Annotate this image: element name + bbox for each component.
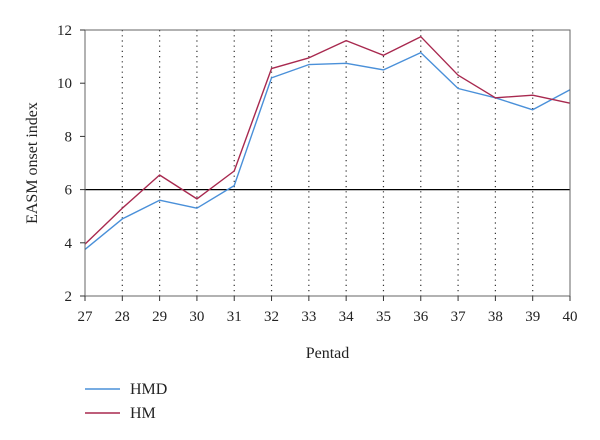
y-tick-label-6: 6 — [65, 183, 73, 199]
y-axis-title: EASM onset index — [24, 102, 41, 224]
x-tick-label-30: 30 — [189, 309, 204, 325]
x-tick-label-39: 39 — [525, 309, 540, 325]
x-tick-label-34: 34 — [339, 309, 355, 325]
x-tick-label-28: 28 — [115, 309, 130, 325]
y-axis-ticks: 2 4 6 8 10 12 — [57, 23, 85, 305]
x-tick-label-35: 35 — [376, 309, 391, 325]
series-line-hm — [84, 36, 571, 245]
legend: HMD HM — [85, 381, 167, 422]
y-tick-label-10: 10 — [57, 76, 72, 92]
x-tick-label-29: 29 — [152, 309, 167, 325]
legend-label-hmd: HMD — [130, 381, 167, 398]
y-tick-label-2: 2 — [65, 289, 73, 305]
y-tick-label-4: 4 — [65, 236, 73, 252]
x-tick-label-40: 40 — [563, 309, 578, 325]
y-tick-label-12: 12 — [57, 23, 72, 39]
legend-label-hm: HM — [130, 405, 156, 422]
x-axis-title: Pentad — [306, 345, 350, 362]
x-tick-label-36: 36 — [413, 309, 429, 325]
y-tick-label-8: 8 — [65, 129, 73, 145]
series-layer — [84, 36, 571, 250]
plot-frame — [84, 29, 571, 297]
x-tick-label-38: 38 — [488, 309, 503, 325]
x-tick-label-32: 32 — [264, 309, 279, 325]
x-tick-label-27: 27 — [78, 309, 94, 325]
grid-layer — [121, 30, 534, 296]
x-tick-label-33: 33 — [301, 309, 316, 325]
x-axis-ticks: 27 28 29 30 31 32 33 34 35 36 37 38 39 40 — [78, 296, 578, 325]
x-tick-label-31: 31 — [227, 309, 242, 325]
series-line-hmd — [84, 51, 571, 250]
x-tick-label-37: 37 — [451, 309, 467, 325]
